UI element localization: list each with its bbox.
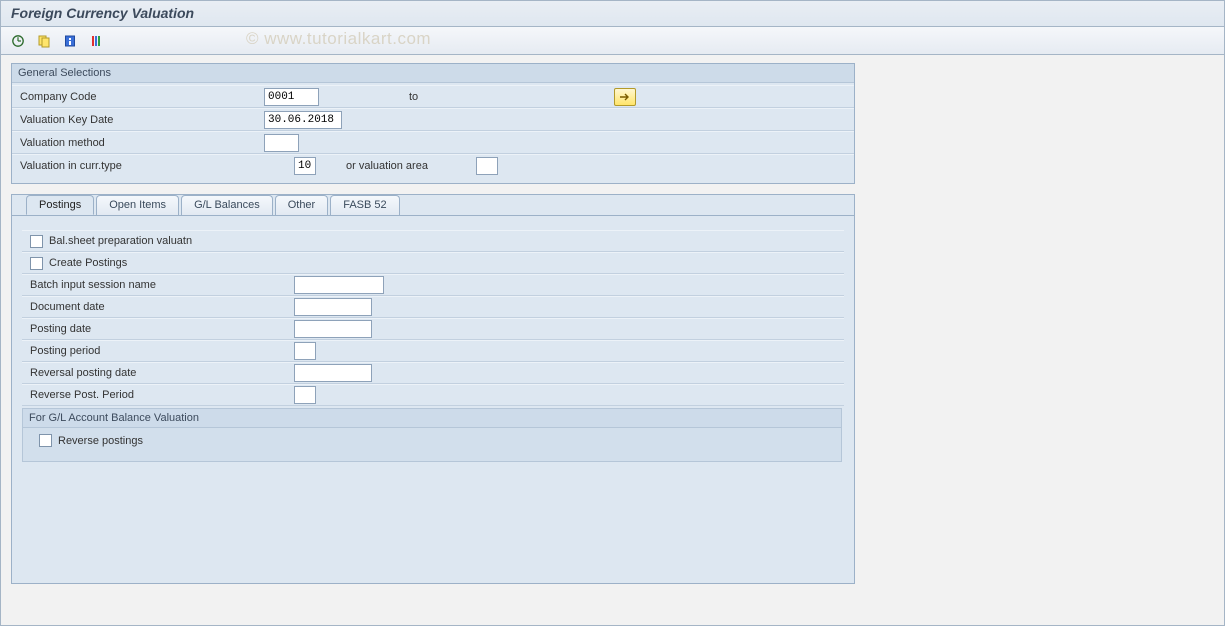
general-selections-title: General Selections (12, 64, 854, 83)
toolbar: © www.tutorialkart.com (1, 27, 1224, 55)
reverse-post-period-label: Reverse Post. Period (22, 389, 294, 401)
create-postings-label: Create Postings (49, 257, 127, 269)
or-valuation-area-label: or valuation area (346, 160, 476, 172)
valuation-area-input[interactable] (476, 157, 498, 175)
gl-subgroup-title: For G/L Account Balance Valuation (23, 409, 841, 428)
watermark-text: © www.tutorialkart.com (246, 29, 431, 49)
document-date-label: Document date (22, 301, 294, 313)
valuation-curr-type-input[interactable] (294, 157, 316, 175)
document-date-row: Document date (22, 296, 844, 318)
execute-button[interactable] (7, 31, 29, 51)
document-date-input[interactable] (294, 298, 372, 316)
create-postings-checkbox[interactable] (30, 257, 43, 270)
title-bar: Foreign Currency Valuation (1, 1, 1224, 27)
bal-sheet-label: Bal.sheet preparation valuatn (49, 235, 192, 247)
posting-date-input[interactable] (294, 320, 372, 338)
multiple-selection-button[interactable] (614, 88, 636, 106)
info-button[interactable] (59, 31, 81, 51)
tab-other[interactable]: Other (275, 195, 329, 215)
posting-period-input[interactable] (294, 342, 316, 360)
reversal-posting-date-row: Reversal posting date (22, 362, 844, 384)
arrow-right-icon (619, 92, 631, 102)
valuation-method-label: Valuation method (12, 137, 264, 149)
valuation-key-date-input[interactable] (264, 111, 342, 129)
variant-icon (37, 34, 51, 48)
valuation-method-input[interactable] (264, 134, 299, 152)
to-label: to (409, 91, 459, 103)
tab-postings-body: Bal.sheet preparation valuatn Create Pos… (12, 215, 854, 472)
valuation-key-date-row: Valuation Key Date (12, 108, 854, 131)
tab-header: Postings Open Items G/L Balances Other F… (12, 194, 854, 214)
config-icon (89, 34, 103, 48)
posting-period-row: Posting period (22, 340, 844, 362)
valuation-method-row: Valuation method (12, 131, 854, 154)
valuation-curr-type-label: Valuation in curr.type (12, 160, 264, 172)
company-code-row: Company Code to (12, 85, 854, 108)
valuation-curr-type-row: Valuation in curr.type or valuation area (12, 154, 854, 177)
reversal-posting-date-input[interactable] (294, 364, 372, 382)
tab-gl-balances[interactable]: G/L Balances (181, 195, 273, 215)
reversal-posting-date-label: Reversal posting date (22, 367, 294, 379)
reverse-postings-label: Reverse postings (58, 435, 143, 447)
posting-period-label: Posting period (22, 345, 294, 357)
tab-postings[interactable]: Postings (26, 195, 94, 215)
general-selections-group: General Selections Company Code to Val (11, 63, 855, 184)
posting-date-label: Posting date (22, 323, 294, 335)
tab-open-items[interactable]: Open Items (96, 195, 179, 215)
posting-date-row: Posting date (22, 318, 844, 340)
tab-fasb52[interactable]: FASB 52 (330, 195, 399, 215)
bal-sheet-row: Bal.sheet preparation valuatn (22, 230, 844, 252)
tabstrip: Postings Open Items G/L Balances Other F… (11, 194, 855, 584)
config-button[interactable] (85, 31, 107, 51)
execute-icon (11, 34, 25, 48)
valuation-key-date-label: Valuation Key Date (12, 114, 264, 126)
batch-input-field[interactable] (294, 276, 384, 294)
app-window: Foreign Currency Valuation (0, 0, 1225, 626)
reverse-post-period-row: Reverse Post. Period (22, 384, 844, 406)
batch-input-label: Batch input session name (22, 279, 294, 291)
create-postings-row: Create Postings (22, 252, 844, 274)
reverse-postings-checkbox[interactable] (39, 434, 52, 447)
info-icon (63, 34, 77, 48)
gl-account-balance-group: For G/L Account Balance Valuation Revers… (22, 408, 842, 462)
batch-input-row: Batch input session name (22, 274, 844, 296)
variant-button[interactable] (33, 31, 55, 51)
company-code-label: Company Code (12, 91, 264, 103)
content-area: General Selections Company Code to Val (1, 55, 1224, 625)
page-title: Foreign Currency Valuation (11, 5, 194, 21)
bal-sheet-checkbox[interactable] (30, 235, 43, 248)
reverse-post-period-input[interactable] (294, 386, 316, 404)
company-code-input[interactable] (264, 88, 319, 106)
